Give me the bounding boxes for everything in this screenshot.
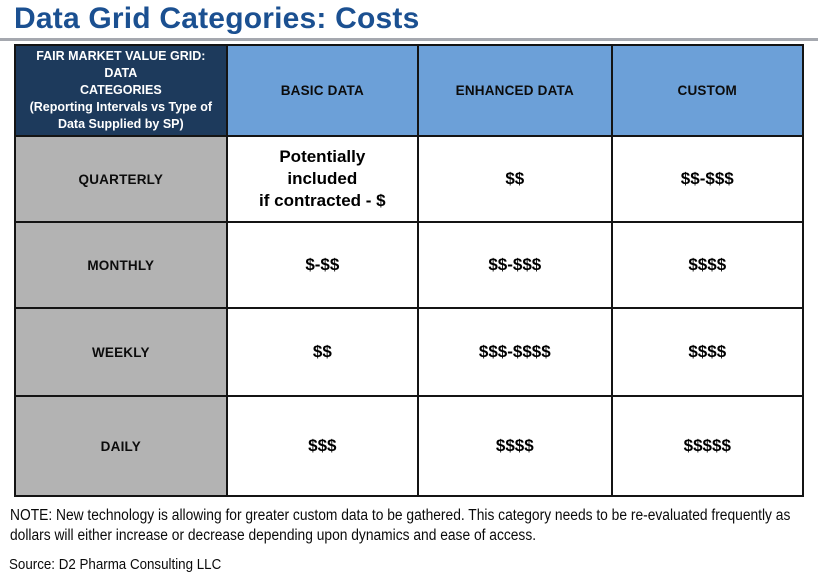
table-row-quarterly: QUARTERLY Potentially included if contra… xyxy=(14,135,805,223)
table-row-monthly: MONTHLY $-$$ $$-$$$ $$$$ xyxy=(14,221,805,309)
col-header-custom: CUSTOM xyxy=(610,44,805,137)
cell-monthly-basic: $-$$ xyxy=(225,221,420,309)
cell-quarterly-enhanced: $$ xyxy=(417,135,613,223)
table-row-weekly: WEEKLY $$ $$$-$$$$ $$$$ xyxy=(14,307,805,397)
row-label-quarterly: QUARTERLY xyxy=(14,135,228,223)
col-header-basic-data: BASIC DATA xyxy=(225,44,420,137)
cell-monthly-custom: $$$$ xyxy=(610,221,805,309)
corner-header-cell: FAIR MARKET VALUE GRID: DATA CATEGORIES … xyxy=(14,44,228,137)
source-text: Source: D2 Pharma Consulting LLC xyxy=(9,556,222,573)
col-header-enhanced-data: ENHANCED DATA xyxy=(417,44,613,137)
cell-daily-enhanced: $$$$ xyxy=(417,395,613,497)
cell-quarterly-custom: $$-$$$ xyxy=(610,135,805,223)
title-underline-rule xyxy=(0,38,818,41)
table-header-row: FAIR MARKET VALUE GRID: DATA CATEGORIES … xyxy=(14,44,805,137)
page-title: Data Grid Categories: Costs xyxy=(14,2,420,35)
cell-daily-custom: $$$$$ xyxy=(610,395,805,497)
cost-grid-table: FAIR MARKET VALUE GRID: DATA CATEGORIES … xyxy=(14,44,805,497)
table-row-daily: DAILY $$$ $$$$ $$$$$ xyxy=(14,395,805,497)
cell-weekly-enhanced: $$$-$$$$ xyxy=(417,307,613,397)
cell-daily-basic: $$$ xyxy=(225,395,420,497)
row-label-monthly: MONTHLY xyxy=(14,221,228,309)
note-text: NOTE: New technology is allowing for gre… xyxy=(10,507,791,544)
cell-monthly-enhanced: $$-$$$ xyxy=(417,221,613,309)
cell-weekly-custom: $$$$ xyxy=(610,307,805,397)
row-label-weekly: WEEKLY xyxy=(14,307,228,397)
cell-quarterly-basic: Potentially included if contracted - $ xyxy=(225,135,420,223)
row-label-daily: DAILY xyxy=(14,395,228,497)
cell-weekly-basic: $$ xyxy=(225,307,420,397)
